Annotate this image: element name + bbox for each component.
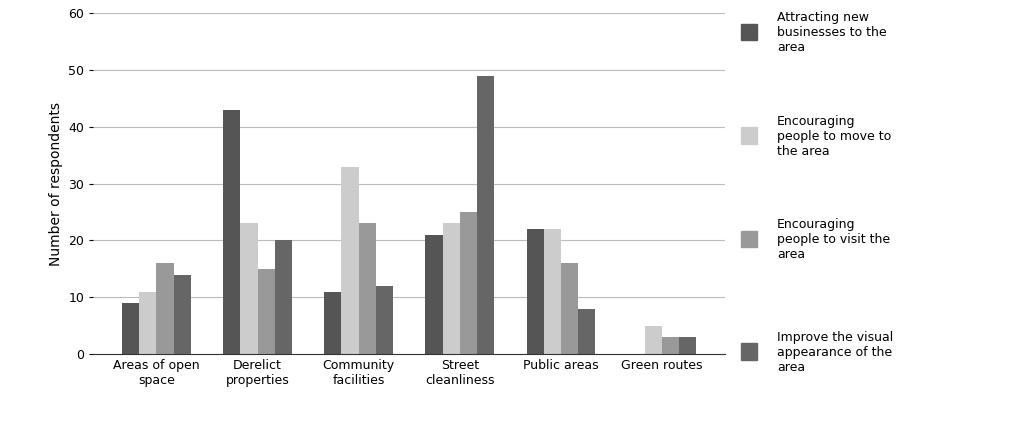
Bar: [258, 269, 275, 354]
Text: Improve the visual
appearance of the
area: Improve the visual appearance of the are…: [777, 330, 893, 374]
Y-axis label: Number of respondents: Number of respondents: [49, 102, 62, 266]
Bar: [662, 337, 680, 354]
Bar: [426, 235, 442, 354]
Text: Encouraging
people to visit the
area: Encouraging people to visit the area: [777, 218, 890, 261]
Bar: [223, 110, 240, 354]
Bar: [526, 229, 544, 354]
Text: Attracting new
businesses to the
area: Attracting new businesses to the area: [777, 11, 887, 54]
Bar: [544, 229, 560, 354]
Bar: [680, 337, 696, 354]
Bar: [477, 76, 494, 354]
Bar: [156, 263, 174, 354]
Bar: [578, 309, 596, 354]
Bar: [342, 167, 358, 354]
Bar: [644, 326, 662, 354]
Text: Encouraging
people to move to
the area: Encouraging people to move to the area: [777, 114, 891, 158]
Bar: [139, 292, 156, 354]
Bar: [174, 275, 191, 354]
Bar: [376, 286, 393, 354]
Bar: [442, 223, 460, 354]
Bar: [240, 223, 258, 354]
Bar: [460, 212, 477, 354]
Bar: [122, 303, 139, 354]
Bar: [324, 292, 342, 354]
Bar: [358, 223, 376, 354]
Bar: [275, 241, 292, 354]
Bar: [560, 263, 578, 354]
